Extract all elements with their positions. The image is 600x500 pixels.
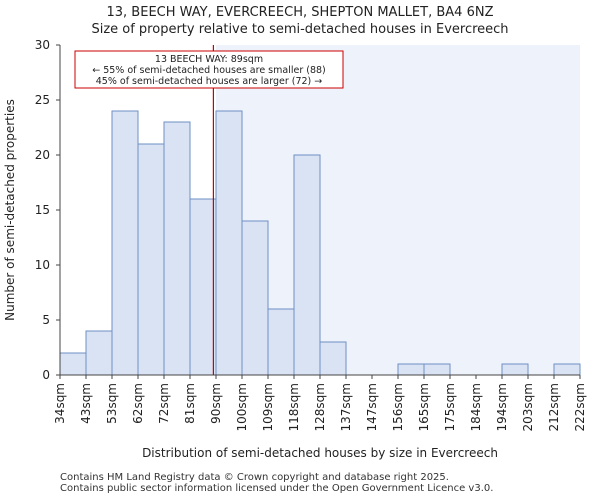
x-tick-label: 222sqm [573,383,587,431]
x-ticks-group: 34sqm 43sqm 53sqm 62sqm 72sqm 81sqm 90sqm 100sq… [53,375,587,431]
y-axis-label: Number of semi-detached properties [3,99,17,321]
x-axis-label: Distribution of semi-detached houses by … [142,446,498,460]
x-tick-label: 212sqm [547,383,561,431]
bar [397,363,425,376]
y-tick-label: 10 [35,258,50,272]
x-tick-label: 62sqm [131,383,145,424]
x-tick-label: 128sqm [313,383,327,431]
bar [267,308,295,376]
x-tick-label: 156sqm [391,383,405,431]
x-tick-label: 147sqm [365,383,379,431]
bar [163,121,191,376]
title-line-1: 13, BEECH WAY, EVERCREECH, SHEPTON MALLE… [106,5,494,20]
histogram-chart: 0 5 10 15 20 25 30 34sqm 43sqm 53sqm 62sqm 72sqm 81… [3,38,587,460]
x-tick-label: 175sqm [443,383,457,431]
x-tick-label: 90sqm [209,383,223,424]
bar [59,352,87,376]
y-tick-label: 30 [35,38,50,52]
bar [85,330,113,376]
annotation-line-2: ← 55% of semi-detached houses are smalle… [92,65,326,76]
x-tick-label: 203sqm [521,383,535,431]
annotation-box [74,50,344,89]
x-tick-label: 118sqm [287,383,301,431]
footer-attribution: Contains HM Land Registry data © Crown c… [60,472,493,494]
y-tick-label: 20 [35,148,50,162]
y-tick-label: 15 [35,203,50,217]
bar [319,341,347,376]
x-tick-label: 184sqm [469,383,483,431]
bar [215,110,243,376]
y-ticks-group: 0 5 10 15 20 25 30 [35,38,60,382]
x-tick-label: 53sqm [105,383,119,424]
bar [241,220,269,376]
bars-group [59,110,581,376]
y-tick-label: 5 [42,313,50,327]
footer-line-2: Contains public sector information licen… [60,483,494,494]
title-line-2: Size of property relative to semi-detach… [91,22,509,37]
footer-line-1: Contains HM Land Registry data © Crown c… [60,472,449,483]
x-tick-label: 34sqm [53,383,67,424]
bar [137,143,165,376]
x-tick-label: 43sqm [79,383,93,424]
bar [111,110,139,376]
x-tick-label: 165sqm [417,383,431,431]
annotation-line-1: 13 BEECH WAY: 89sqm [155,54,263,65]
bar [189,198,217,376]
bar [501,363,529,376]
bar [553,363,581,376]
bar [423,363,451,376]
chart-title: 13, BEECH WAY, EVERCREECH, SHEPTON MALLE… [0,4,600,38]
x-tick-label: 72sqm [157,383,171,424]
y-tick-label: 25 [35,93,50,107]
annotation-line-3: 45% of semi-detached houses are larger (… [96,76,323,87]
x-tick-label: 81sqm [183,383,197,424]
x-tick-label: 194sqm [495,383,509,431]
x-tick-label: 137sqm [339,383,353,431]
bar [293,154,321,376]
x-tick-label: 109sqm [261,383,275,431]
x-tick-label: 100sqm [235,383,249,431]
property-marker-group: 13 BEECH WAY: 89sqm← 55% of semi-detache… [74,45,344,375]
y-tick-label: 0 [42,368,50,382]
